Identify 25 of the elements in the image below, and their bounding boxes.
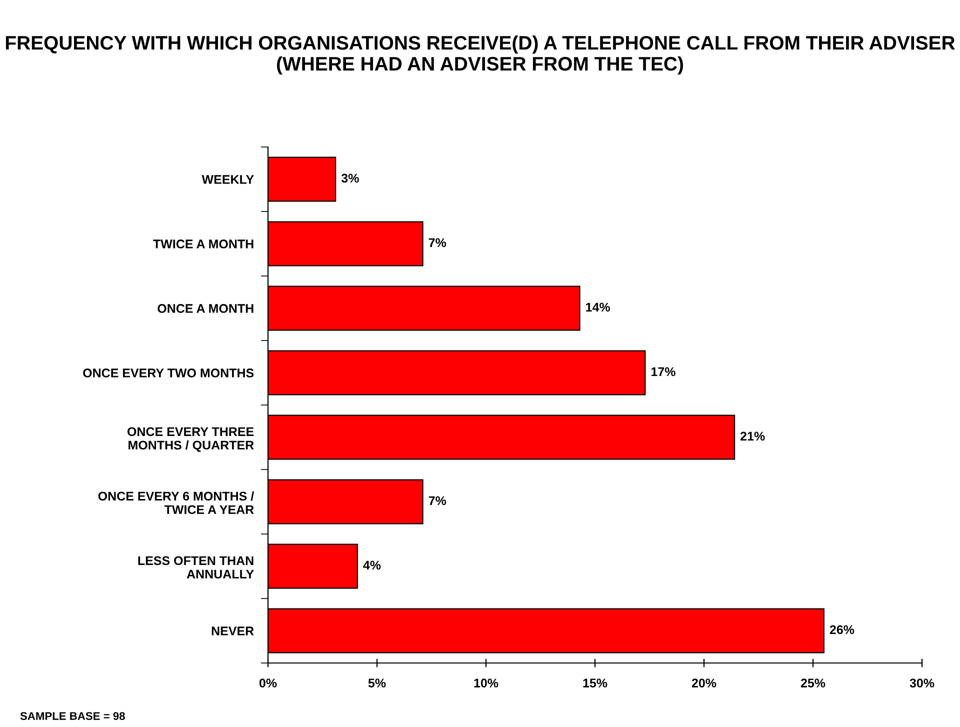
data-label: 4% <box>363 560 381 570</box>
x-tick-label: 15% <box>583 678 608 688</box>
y-tick-label: TWICE A MONTH <box>153 240 254 248</box>
data-label: 14% <box>586 302 610 312</box>
y-tick-label: ONCE EVERY THREE MONTHS / QUARTER <box>128 427 254 452</box>
y-tick-label: NEVER <box>212 626 254 636</box>
chart-title: FREQUENCY WITH WHICH ORGANISATIONS RECEIVE(D) A TELEPHONE CALL FROM THEIR ADVISER (WHERE HAD AN ADVISER FROM THE TEC) <box>6 35 955 75</box>
y-tick-label: LESS OFTEN THAN ANNUALLY <box>138 556 254 579</box>
data-label: 7% <box>428 238 446 248</box>
y-tick-label: ONCE A MONTH <box>158 304 254 313</box>
data-label: 26% <box>830 625 854 634</box>
text: SAMPLE BASE = 98 <box>20 712 125 720</box>
x-tick-label: 10% <box>474 678 498 688</box>
y-tick-label: WEEKLY <box>202 175 254 184</box>
y-tick-label: ONCE EVERY 6 MONTHS / TWICE A YEAR <box>98 491 254 514</box>
data-label: 21% <box>740 432 765 441</box>
y-tick-label: ONCE EVERY TWO MONTHS <box>83 368 254 378</box>
x-tick-label: 20% <box>692 678 716 688</box>
x-tick-label: 0% <box>259 678 277 688</box>
data-label: 3% <box>341 174 359 183</box>
data-label: 17% <box>651 367 676 376</box>
x-tick-label: 25% <box>800 678 826 688</box>
x-tick-label: 30% <box>910 678 934 688</box>
x-tick-label: 5% <box>368 678 386 688</box>
data-label: 7% <box>428 496 446 506</box>
